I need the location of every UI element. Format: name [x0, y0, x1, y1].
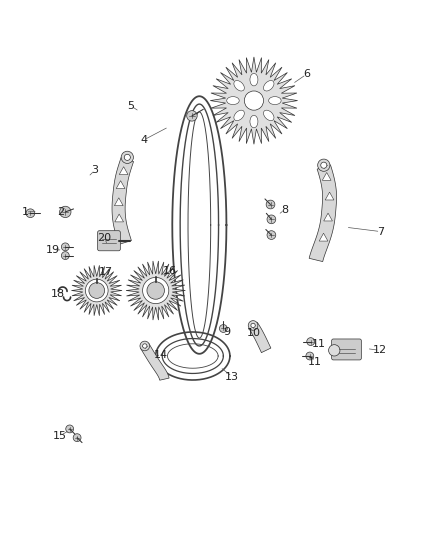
Circle shape — [143, 344, 147, 348]
Circle shape — [328, 345, 340, 356]
Text: 16: 16 — [163, 266, 177, 276]
Text: 14: 14 — [154, 350, 169, 360]
Ellipse shape — [227, 96, 239, 104]
Circle shape — [267, 215, 276, 224]
Text: 8: 8 — [281, 205, 288, 215]
Circle shape — [121, 151, 134, 164]
Polygon shape — [210, 57, 297, 144]
Circle shape — [143, 277, 169, 304]
Polygon shape — [309, 165, 336, 262]
Circle shape — [147, 282, 164, 299]
Text: 1: 1 — [22, 207, 29, 217]
Text: 3: 3 — [91, 165, 98, 175]
Text: 4: 4 — [140, 135, 148, 145]
Circle shape — [306, 352, 314, 360]
Polygon shape — [322, 173, 331, 180]
Text: 20: 20 — [98, 233, 112, 243]
Circle shape — [187, 111, 197, 121]
Circle shape — [26, 209, 35, 217]
Circle shape — [244, 91, 264, 110]
Text: 11: 11 — [308, 357, 322, 367]
Polygon shape — [126, 261, 185, 320]
Circle shape — [267, 231, 276, 239]
Circle shape — [73, 434, 81, 441]
Circle shape — [89, 282, 105, 298]
Polygon shape — [116, 181, 125, 189]
Polygon shape — [325, 192, 334, 200]
Circle shape — [251, 323, 255, 328]
Circle shape — [318, 159, 330, 171]
Text: 7: 7 — [377, 227, 384, 237]
Ellipse shape — [250, 74, 258, 86]
Text: 17: 17 — [99, 266, 113, 277]
Polygon shape — [141, 344, 169, 380]
Circle shape — [147, 282, 164, 299]
Text: 18: 18 — [50, 288, 64, 298]
Text: 15: 15 — [53, 431, 67, 441]
Polygon shape — [324, 213, 332, 221]
Polygon shape — [249, 322, 271, 353]
Text: 19: 19 — [46, 245, 60, 255]
Circle shape — [307, 338, 314, 345]
Circle shape — [85, 279, 108, 302]
Circle shape — [124, 154, 131, 160]
Circle shape — [60, 206, 71, 217]
Polygon shape — [319, 233, 328, 241]
Text: 10: 10 — [247, 328, 261, 338]
Polygon shape — [114, 198, 123, 206]
Circle shape — [248, 321, 258, 330]
Polygon shape — [119, 167, 128, 174]
Ellipse shape — [250, 115, 258, 128]
Circle shape — [140, 341, 150, 351]
Circle shape — [266, 200, 275, 209]
Ellipse shape — [234, 80, 244, 91]
Ellipse shape — [268, 96, 281, 104]
Circle shape — [89, 282, 105, 298]
Polygon shape — [115, 214, 124, 222]
Polygon shape — [112, 158, 134, 244]
Ellipse shape — [234, 110, 244, 120]
Circle shape — [321, 162, 327, 168]
Circle shape — [61, 252, 69, 260]
Text: 12: 12 — [373, 345, 387, 356]
FancyBboxPatch shape — [98, 231, 120, 251]
Circle shape — [219, 325, 227, 333]
Text: 5: 5 — [127, 101, 134, 111]
FancyBboxPatch shape — [332, 339, 361, 360]
Circle shape — [66, 425, 74, 433]
Text: 6: 6 — [303, 69, 310, 79]
Circle shape — [61, 243, 69, 251]
Text: 9: 9 — [223, 327, 230, 337]
Text: 11: 11 — [311, 339, 325, 349]
Ellipse shape — [264, 80, 274, 91]
Polygon shape — [71, 265, 122, 316]
Ellipse shape — [264, 110, 274, 120]
Text: 2: 2 — [57, 207, 64, 217]
Text: 13: 13 — [225, 372, 239, 382]
